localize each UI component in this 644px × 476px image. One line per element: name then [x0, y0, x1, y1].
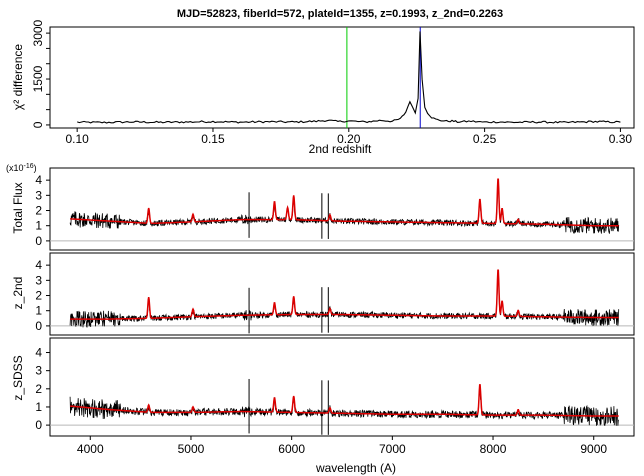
x-tick-label-redshift-0: 0.10 [65, 132, 89, 146]
chart-title: MJD=52823, fiberId=572, plateId=1355, z=… [177, 8, 503, 20]
x-tick-label-redshift-4: 0.30 [609, 132, 633, 146]
z-2nd-y-tick-label-3: 3 [35, 273, 42, 287]
y-axis-label-total-flux: Total Flux [11, 182, 25, 233]
x-tick-label-redshift-1: 0.15 [201, 132, 225, 146]
flux-exponent-label: (x10-16) [6, 163, 37, 173]
flux-y-tick-label-2: 2 [35, 204, 42, 218]
z-sdss-y-tick-label-3: 3 [35, 364, 42, 378]
x-axis-label-wavelength: wavelength (A) [315, 461, 396, 475]
z-2nd-y-tick-label-2: 2 [35, 289, 42, 303]
y-axis-label-z-2nd: z_2nd [11, 277, 25, 310]
flux-model-line [70, 178, 619, 227]
flux-spectrum-line [69, 185, 620, 234]
flux-plot-frame [49, 167, 635, 251]
z-sdss-y-tick-label-2: 2 [35, 382, 42, 396]
x-tick-label-redshift-2: 0.20 [337, 132, 361, 146]
x-axis-label-redshift: 2nd redshift [309, 142, 372, 156]
x-tick-label-wavelength-3: 7000 [379, 442, 406, 456]
x-tick-label-wavelength-1: 5000 [178, 442, 205, 456]
x-tick-label-redshift-3: 0.25 [473, 132, 497, 146]
flux-y-tick-label-1: 1 [35, 219, 42, 233]
z-2nd-plot-frame [49, 252, 635, 336]
x-tick-label-wavelength-4: 8000 [480, 442, 507, 456]
z-2nd-y-tick-label-1: 1 [35, 304, 42, 318]
z-2nd-panel: 012 34 [35, 252, 635, 336]
z-sdss-plot-frame [49, 337, 635, 437]
z-sdss-y-tick-label-0: 0 [35, 418, 42, 432]
flux-y-tick-label-4: 4 [35, 173, 42, 187]
y-tick-label-chi2-0: 0 [31, 121, 45, 128]
y-tick-label-chi2-1: 1500 [31, 65, 45, 92]
y-axis-label-chi2: χ² difference [11, 44, 25, 110]
x-tick-label-wavelength-2: 6000 [278, 442, 305, 456]
z-sdss-y-tick-label-4: 4 [35, 346, 42, 360]
z-2nd-y-tick-label-4: 4 [35, 258, 42, 272]
chi2-series-line [77, 31, 621, 124]
z-sdss-model-line [70, 384, 619, 417]
y-axis-label-z-sdss: z_SDSS [11, 355, 25, 400]
z-2nd-model-line [70, 269, 619, 320]
chi2-plot-frame [49, 26, 635, 129]
total-flux-panel: 012 34 [35, 167, 635, 251]
flux-y-tick-label-3: 3 [35, 188, 42, 202]
z-sdss-spectrum-line [69, 390, 619, 426]
z-sdss-panel: 0 1 2 3 4 4000 5000 6000 7000 8000 9000 [35, 337, 635, 456]
z-2nd-spectrum-line [69, 277, 620, 328]
x-tick-label-wavelength-5: 9000 [580, 442, 607, 456]
x-tick-label-wavelength-0: 4000 [77, 442, 104, 456]
chi2-panel: 0.10 0.15 0.20 0.25 0.30 0 1500 3000 [31, 19, 635, 146]
flux-y-tick-label-0: 0 [35, 234, 42, 248]
z-sdss-y-tick-label-1: 1 [35, 400, 42, 414]
z-2nd-y-tick-label-0: 0 [35, 319, 42, 333]
y-tick-label-chi2-2: 3000 [31, 19, 45, 46]
